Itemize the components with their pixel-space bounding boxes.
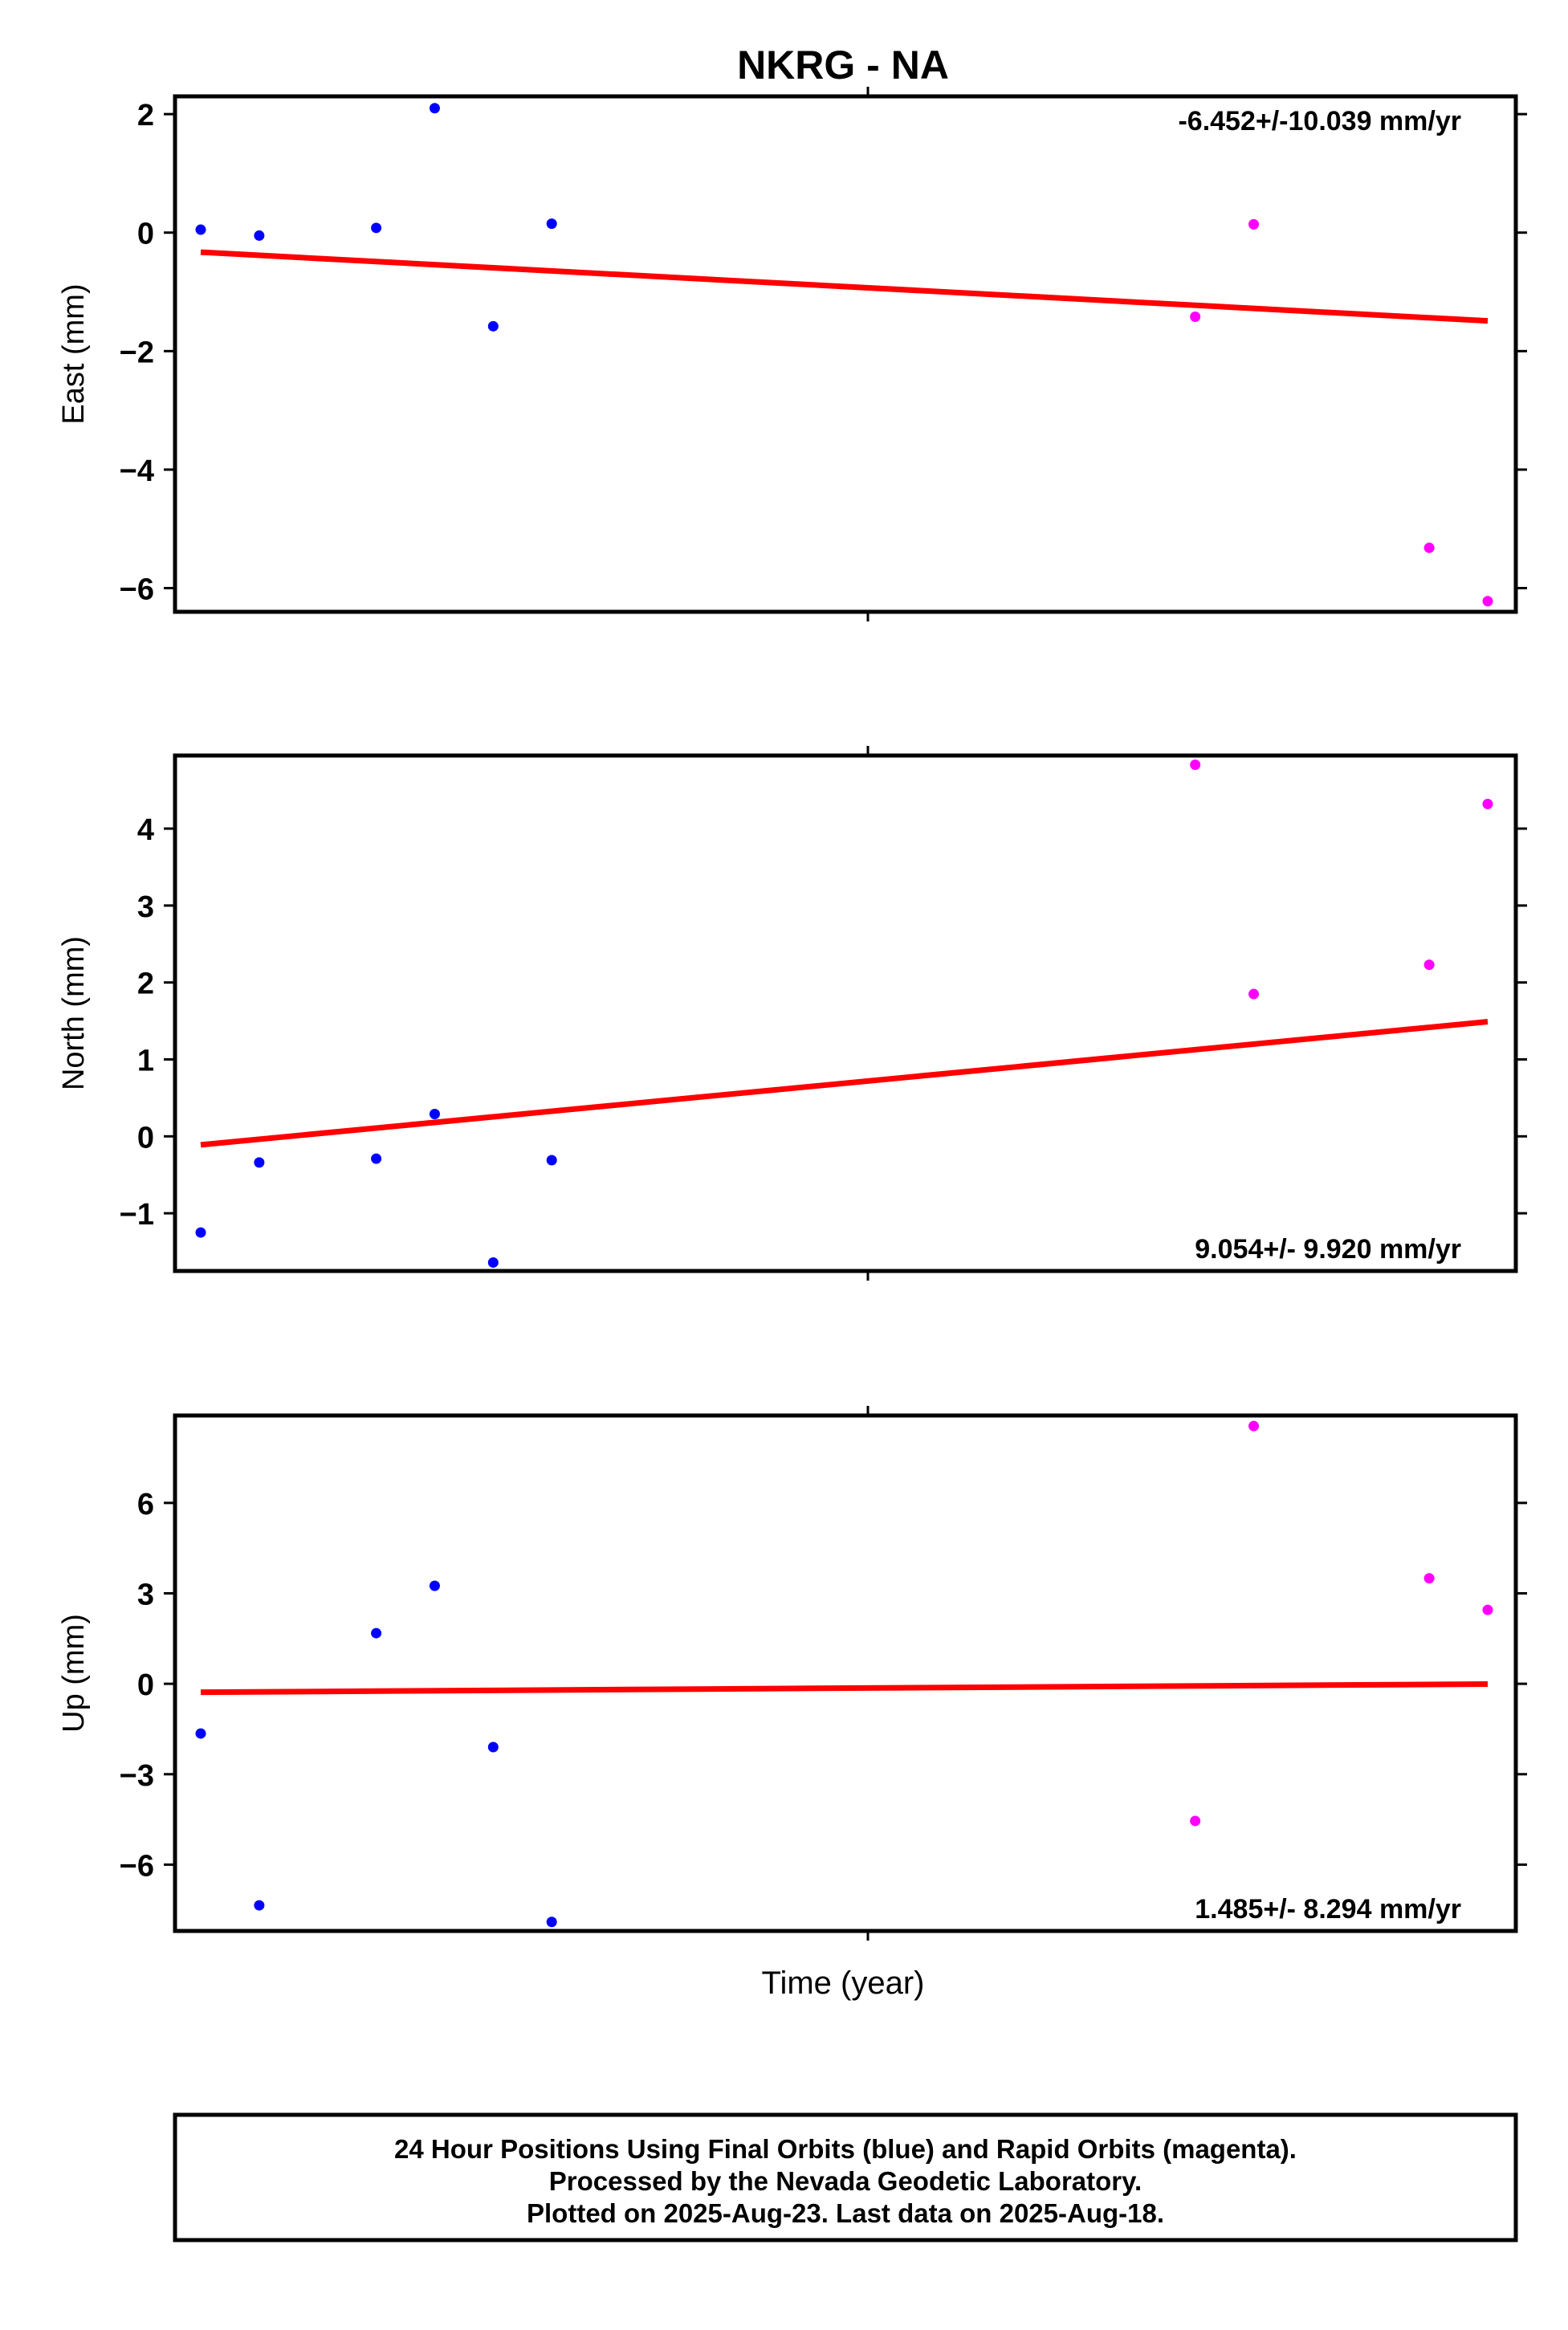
data-point-final [546, 1917, 557, 1928]
footer-frame [173, 2112, 1518, 2242]
data-point-final [429, 1580, 440, 1591]
y-tick-label: −3 [120, 1759, 154, 1793]
y-tick-label: 3 [137, 890, 154, 924]
footer-line-1: 24 Hour Positions Using Final Orbits (bl… [394, 2134, 1297, 2164]
y-tick-label: −1 [120, 1198, 154, 1232]
data-point-rapid [1423, 1573, 1435, 1584]
data-point-rapid [1190, 312, 1201, 323]
data-point-final [546, 1155, 557, 1166]
y-tick-label: −6 [120, 572, 154, 606]
data-point-rapid [1482, 596, 1493, 607]
rate-label: -6.452+/-10.039 mm/yr [1178, 106, 1461, 136]
panel-frame [173, 1413, 1518, 1933]
data-point-final [487, 1257, 499, 1268]
rate-label: 1.485+/- 8.294 mm/yr [1195, 1894, 1461, 1925]
y-axis-label: Up (mm) [57, 1614, 91, 1733]
footer-line-2: Processed by the Nevada Geodetic Laborat… [549, 2166, 1142, 2196]
y-tick-label: 0 [137, 1121, 154, 1155]
data-point-rapid [1423, 959, 1435, 971]
data-point-final [487, 320, 499, 332]
data-point-final [195, 1728, 206, 1739]
y-axis-label: North (mm) [57, 936, 91, 1090]
y-tick-label: 6 [137, 1488, 154, 1521]
panel-north: 4 3 2 1 0 −1 North (mm) 9.054+/- 9.920 mm/yr [57, 746, 1527, 1281]
data-point-final [371, 1627, 382, 1639]
trend-line [200, 1681, 1489, 1696]
y-tick-label: −2 [120, 336, 154, 369]
data-point-rapid [1248, 988, 1260, 1000]
data-point-rapid [1190, 759, 1201, 770]
data-point-final [371, 1153, 382, 1164]
data-point-final [371, 222, 382, 234]
footer-line-3: Plotted on 2025-Aug-23. Last data on 202… [527, 2198, 1164, 2228]
panel-up: 6 3 0 −3 −6 Up (mm) 1.485+/- 8.294 mm/yr [57, 1406, 1527, 1941]
chart-title: NKRG - NA [737, 43, 949, 88]
y-tick-label: 0 [137, 218, 154, 251]
y-tick-label: 0 [137, 1668, 154, 1702]
data-point-final [254, 1900, 265, 1911]
data-point-final [254, 1157, 265, 1168]
data-point-rapid [1248, 218, 1260, 230]
data-point-final [429, 1109, 440, 1120]
data-point-final [546, 218, 557, 230]
y-tick-label: 2 [137, 99, 154, 132]
data-point-rapid [1482, 798, 1493, 809]
footer-box: 24 Hour Positions Using Final Orbits (bl… [173, 2112, 1518, 2242]
data-point-final [487, 1741, 499, 1753]
rate-label: 9.054+/- 9.920 mm/yr [1195, 1234, 1461, 1265]
data-point-final [195, 224, 206, 235]
data-point-rapid [1423, 542, 1435, 553]
panel-frame [173, 94, 1518, 614]
y-tick-label: 1 [137, 1044, 154, 1077]
x-axis-label: Time (year) [762, 1965, 925, 2001]
y-tick-label: −4 [120, 454, 154, 488]
y-tick-label: 4 [137, 813, 154, 847]
data-point-rapid [1190, 1815, 1201, 1827]
data-point-final [195, 1227, 206, 1238]
y-tick-label: 3 [137, 1578, 154, 1612]
data-point-final [429, 103, 440, 114]
data-point-rapid [1482, 1604, 1493, 1615]
panel-east: 2 0 −2 −4 −6 East (mm) -6.452+/-10.039 mm/yr [57, 87, 1527, 621]
trend-line [200, 1019, 1489, 1148]
y-tick-label: −6 [120, 1849, 154, 1883]
y-axis-label: East (mm) [57, 283, 91, 424]
y-tick-label: 2 [137, 967, 154, 1001]
panel-frame [173, 753, 1518, 1273]
data-point-final [254, 230, 265, 241]
panels-group: 2 0 −2 −4 −6 East (mm) -6.452+/-10.039 mm/yr 4 3… [57, 87, 1527, 1941]
trend-line [200, 249, 1489, 324]
data-point-rapid [1248, 1420, 1260, 1432]
